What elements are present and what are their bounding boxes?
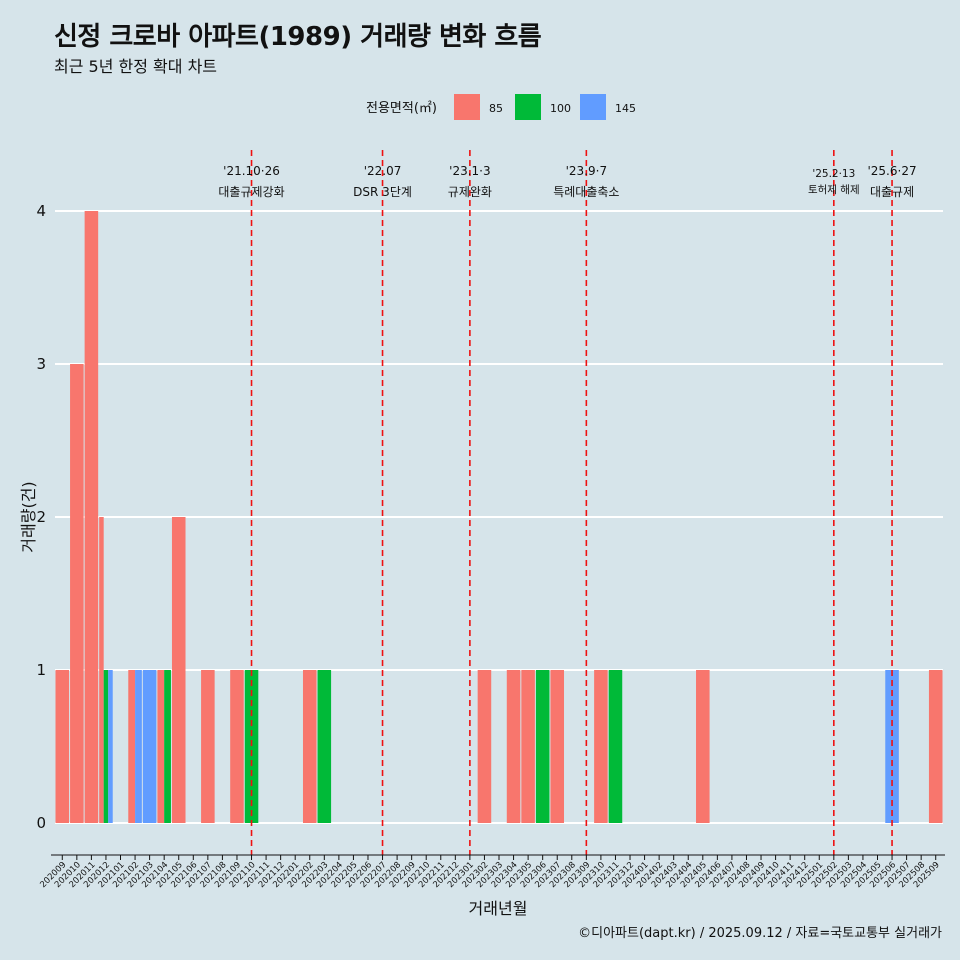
bar-202202-85	[302, 670, 317, 823]
bar-202305-85	[521, 670, 535, 823]
legend-title: 전용면적(㎡)	[366, 101, 437, 116]
legend-label-85: 85	[489, 102, 503, 115]
chart-subtitle: 최근 5년 한정 확대 차트	[54, 57, 218, 76]
legend-swatch-145	[580, 94, 606, 120]
bar-202307-85	[550, 670, 565, 823]
event-date-202309: '23.9·7	[566, 164, 607, 178]
bar-202103-145	[142, 670, 157, 823]
legend-swatch-85	[454, 94, 480, 120]
event-date-202207: '22.07	[364, 164, 402, 178]
gridlines	[55, 210, 943, 824]
event-date-202506: '25.6·27	[867, 164, 916, 178]
chart-title: 신정 크로바 아파트(1989) 거래량 변화 흐름	[54, 22, 542, 52]
bar-202107-85	[201, 670, 215, 823]
bar-202012-145	[108, 670, 113, 823]
bar-202010-85	[70, 364, 84, 823]
bar-202506-145	[885, 670, 899, 823]
event-label-202207: DSR 3단계	[353, 185, 412, 199]
bar-202105-85	[171, 517, 186, 823]
bar-202102-145	[135, 670, 142, 823]
y-tick-label-4: 4	[36, 202, 46, 220]
bar-202306-100	[535, 670, 550, 823]
legend-swatch-100	[515, 94, 541, 120]
bar-202110-100	[244, 670, 259, 823]
bar-202104-85	[157, 670, 165, 823]
y-tick-label-2: 2	[36, 508, 46, 526]
event-label-202301: 규제완화	[448, 185, 492, 199]
bar-202304-85	[506, 670, 521, 823]
y-tick-label-0: 0	[36, 814, 46, 832]
event-lines: '21.10·26 대출규제강화 '22.07 DSR 3단계 '23.1·3 규제완화 '…	[218, 150, 917, 855]
bar-202012-100	[103, 670, 109, 823]
event-date-202301: '23.1·3	[449, 164, 490, 178]
y-tick-label-1: 1	[36, 661, 46, 679]
bar-202302-85	[477, 670, 492, 823]
x-axis: 2020092020102020112020122021012021022021…	[38, 854, 945, 890]
legend: 전용면적(㎡) 85 100 145	[366, 94, 636, 120]
bar-202311-100	[608, 670, 623, 823]
y-axis: 0 1 2 3 4	[36, 202, 46, 832]
x-axis-title: 거래년월	[469, 899, 528, 918]
legend-label-100: 100	[550, 102, 571, 115]
bar-202009-85	[55, 670, 70, 823]
bar-202012-85	[99, 517, 104, 823]
bar-202405-85	[696, 670, 710, 823]
event-label-202506: 대출규제	[870, 185, 914, 199]
y-axis-title: 거래량(건)	[19, 481, 38, 552]
event-date-202502: '25.2·13	[812, 168, 855, 180]
bar-202011-85	[84, 211, 99, 823]
bar-202104-100	[164, 670, 171, 823]
bar-202310-85	[594, 670, 608, 823]
bar-202203-100	[317, 670, 332, 823]
bars	[55, 211, 943, 823]
event-label-202502: 토허제 해제	[808, 183, 860, 196]
y-tick-label-3: 3	[36, 355, 46, 373]
legend-label-145: 145	[615, 102, 636, 115]
bar-202102-85	[128, 670, 136, 823]
bar-202109-85	[230, 670, 244, 823]
event-label-202110: 대출규제강화	[218, 185, 284, 199]
bar-202509-85	[928, 670, 943, 823]
caption: ©디아파트(dapt.kr) / 2025.09.12 / 자료=국토교통부 실…	[578, 926, 942, 941]
event-label-202309: 특례대출축소	[553, 185, 619, 199]
event-date-202110: '21.10·26	[223, 164, 280, 178]
